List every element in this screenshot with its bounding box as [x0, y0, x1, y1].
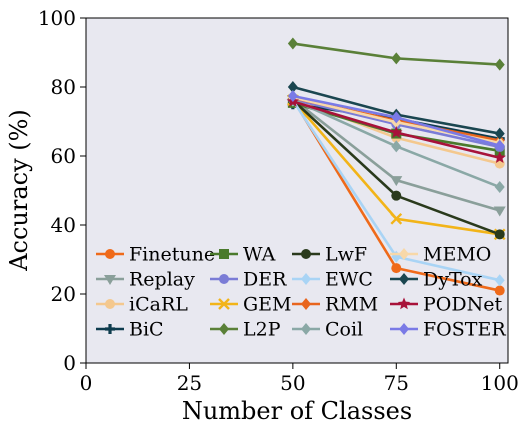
data-point-podnet-100: [493, 151, 506, 163]
legend-label-ewc: EWC: [325, 269, 373, 291]
data-point-finetune-100: [494, 285, 505, 296]
y-tick-label-0: 0: [63, 351, 76, 375]
legend-item-replay: Replay: [96, 269, 195, 291]
legend-marker-dytox: [399, 273, 409, 285]
legend-item-coil: Coil: [292, 319, 363, 341]
data-point-replay-75: [390, 176, 403, 187]
legend-label-gem: GEM: [243, 294, 292, 316]
legend-item-bic: BiC: [96, 319, 164, 341]
legend-item-icarl: iCaRL: [96, 294, 188, 316]
legend-label-coil: Coil: [325, 319, 363, 341]
legend-label-replay: Replay: [129, 269, 195, 291]
data-point-lwf-100: [494, 229, 505, 240]
legend-label-dytox: DyTox: [423, 269, 483, 291]
legend-label-foster: FOSTER: [423, 319, 506, 341]
data-point-lwf-75: [391, 190, 402, 201]
legend-item-der: DER: [210, 269, 287, 291]
data-point-finetune-75: [391, 263, 402, 274]
y-axis-label: Accuracy (%): [5, 109, 33, 272]
legend-marker-lwf: [301, 249, 311, 259]
legend-label-rmm: RMM: [325, 294, 378, 316]
data-point-l2p-50: [287, 37, 298, 50]
legend-marker-l2p: [219, 323, 229, 335]
legend-item-ewc: EWC: [292, 269, 373, 291]
legend-item-gem: GEM: [210, 294, 292, 316]
legend-marker-foster: [399, 323, 409, 335]
plot-background: [86, 18, 508, 363]
y-tick-label-40: 40: [51, 213, 76, 237]
x-tick-label-0: 0: [80, 371, 93, 395]
data-point-dytox-100: [494, 127, 505, 140]
legend-label-memo: MEMO: [423, 244, 491, 266]
legend-item-wa: WA: [210, 244, 276, 266]
x-tick-label-25: 25: [177, 371, 202, 395]
x-axis-label: Number of Classes: [182, 397, 412, 425]
legend-item-foster: FOSTER: [390, 319, 506, 341]
y-tick-label-100: 100: [38, 6, 76, 30]
legend-marker-der: [219, 274, 229, 284]
data-point-replay-100: [493, 206, 506, 217]
data-point-l2p-100: [494, 58, 505, 71]
data-point-coil-75: [391, 140, 402, 153]
legend-label-der: DER: [243, 269, 287, 291]
legend-marker-bic: [105, 324, 115, 334]
legend-label-icarl: iCaRL: [129, 294, 188, 316]
legend-label-bic: BiC: [129, 319, 164, 341]
data-point-foster-100: [494, 139, 505, 152]
series-l2p: [287, 37, 505, 71]
data-point-gem-75: [390, 212, 403, 225]
data-point-foster-50: [287, 89, 298, 102]
legend-item-dytox: DyTox: [390, 269, 483, 291]
data-point-l2p-75: [391, 52, 402, 65]
legend-label-l2p: L2P: [243, 319, 281, 341]
y-tick-label-60: 60: [51, 144, 76, 168]
legend-item-l2p: L2P: [210, 319, 281, 341]
legend-marker-ewc: [301, 273, 311, 285]
legend-marker-gem: [218, 298, 230, 310]
x-tick-label-100: 100: [481, 371, 519, 395]
legend-label-wa: WA: [243, 244, 276, 266]
y-tick-label-20: 20: [51, 282, 76, 306]
legend-marker-icarl: [105, 299, 115, 309]
data-point-podnet-75: [390, 126, 403, 138]
legend-marker-podnet: [397, 297, 411, 310]
data-point-coil-100: [494, 181, 505, 194]
axis-ticks: 0 25 50 75 100 0 20 40 60 80 100: [38, 6, 519, 395]
data-point-ewc-100: [494, 274, 505, 287]
data-point-foster-75: [391, 111, 402, 124]
legend-marker-rmm: [301, 298, 311, 310]
legend-label-finetune: Finetune: [129, 244, 215, 266]
plot-frame: [85, 17, 509, 364]
data-point-dytox-50: [287, 81, 298, 93]
legend-marker-wa: [219, 249, 229, 259]
legend-item-memo: MEMO: [390, 244, 491, 266]
legend-label-podnet: PODNet: [423, 294, 502, 316]
legend-marker-replay: [104, 275, 116, 285]
x-tick-label-50: 50: [280, 371, 305, 395]
legend-item-rmm: RMM: [292, 294, 378, 316]
legend: Finetune Replay iCaRL BiC WA DER GEM L2P LwF EWC R…: [96, 244, 506, 341]
legend-item-lwf: LwF: [292, 244, 367, 266]
y-tick-label-80: 80: [51, 75, 76, 99]
x-tick-label-75: 75: [384, 371, 409, 395]
legend-item-finetune: Finetune: [96, 244, 215, 266]
chart-marks: [286, 37, 506, 296]
legend-marker-coil: [301, 323, 311, 335]
legend-item-podnet: PODNet: [390, 294, 502, 316]
series-foster: [287, 89, 505, 152]
legend-label-lwf: LwF: [325, 244, 367, 266]
legend-marker-memo: [399, 248, 409, 260]
legend-marker-finetune: [105, 249, 115, 259]
